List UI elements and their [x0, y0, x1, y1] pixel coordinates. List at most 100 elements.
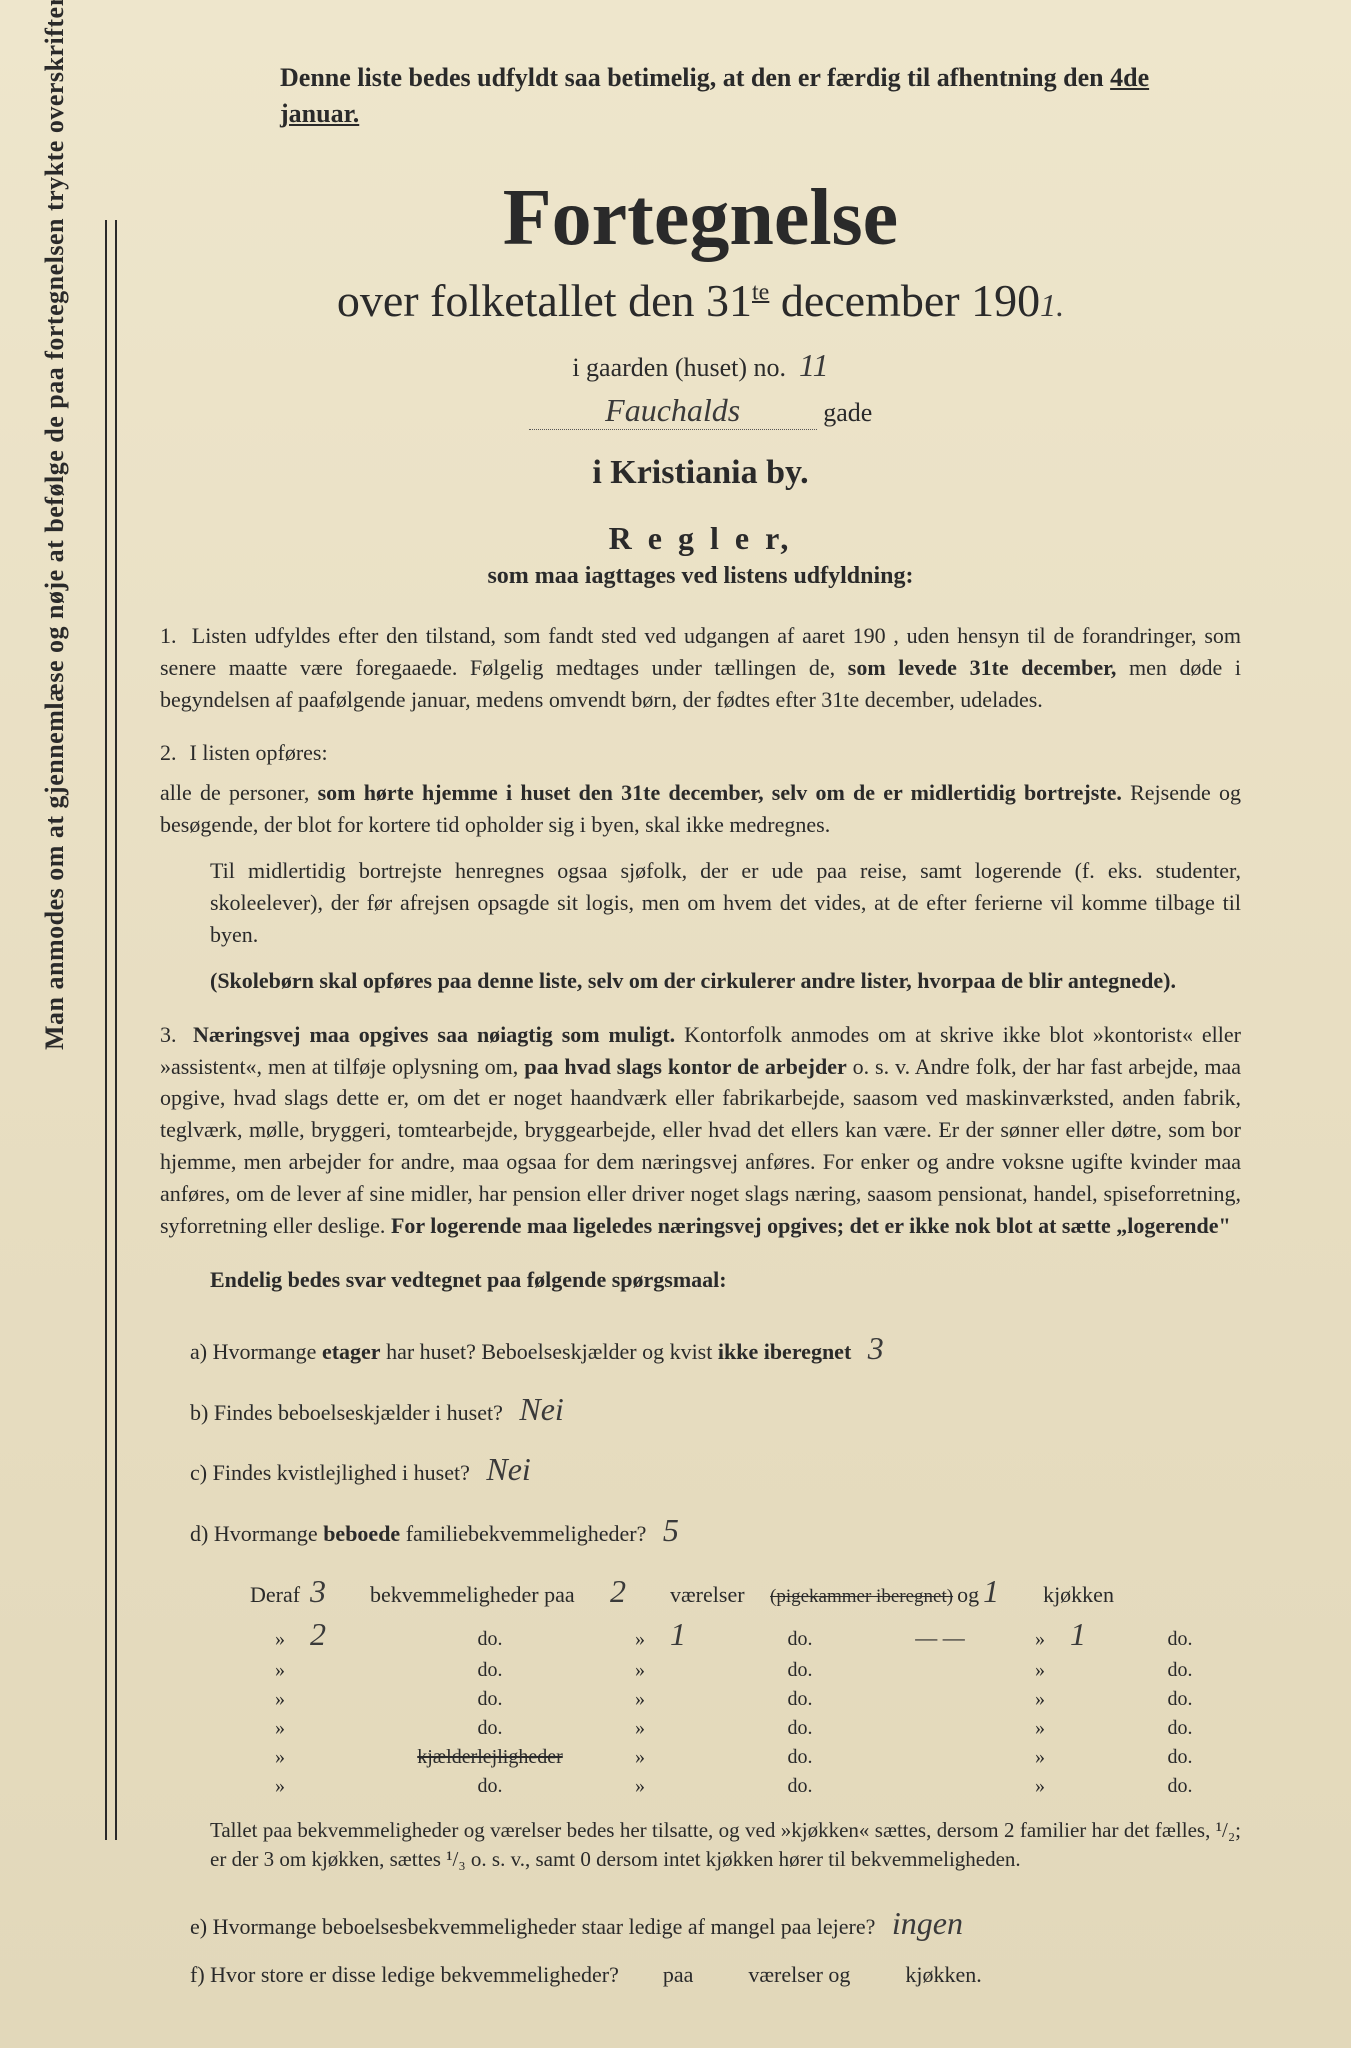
rule-1-bold: som levede 31te december, [848, 655, 1117, 680]
r2-do2: do. [730, 1628, 870, 1651]
questions-block: a) Hvormange etager har huset? Beboelses… [160, 1318, 1241, 1561]
dwelling-table: Deraf 3 bekvemmeligheder paa 2 værelser … [160, 1573, 1241, 1798]
rule-1: 1. Listen udfyldes efter den tilstand, s… [160, 620, 1241, 716]
question-e: e) Hvormange beboelsesbekvemmeligheder s… [190, 1893, 1241, 1954]
qd-t2: familiebekvemmeligheder? [400, 1521, 646, 1546]
qa-t1: Hvormange [213, 1339, 322, 1364]
th-col3: 1 [983, 1573, 1043, 1610]
rule-2-intro: I listen opføres: [190, 740, 328, 765]
qa-hand: 3 [868, 1330, 884, 1366]
street-line: Fauchalds gade [160, 392, 1241, 430]
r2-col3: 1 [1070, 1616, 1130, 1653]
subtitle-prefix: over folketallet den 31 [337, 275, 752, 326]
question-a: a) Hvormange etager har huset? Beboelses… [190, 1318, 1241, 1379]
subtitle: over folketallet den 31te december 1901. [160, 274, 1241, 327]
rule-3-bold2: paa hvad slags kontor de arbejder [524, 1054, 847, 1079]
qc-label: c) [190, 1460, 207, 1485]
house-prefix: i gaarden (huset) no. [572, 353, 786, 382]
question-d: d) Hvormange beboede familiebekvemmeligh… [190, 1500, 1241, 1561]
top-instruction: Denne liste bedes udfyldt saa betimelig,… [280, 60, 1201, 133]
table-row-6: » kjælderlejligheder » do. » do. [250, 1746, 1241, 1769]
question-c: c) Findes kvistlejlighed i huset? Nei [190, 1439, 1241, 1500]
rule-3: 3. Næringsvej maa opgives saa nøiagtig s… [160, 1019, 1241, 1242]
qe-hand: ingen [892, 1905, 963, 1941]
question-f: f) Hvor store er disse ledige bekvemmeli… [190, 1954, 1241, 1996]
th-deraf: Deraf [250, 1582, 310, 1608]
table-row-3: » do. » do. » do. [250, 1659, 1241, 1682]
subtitle-year-hand: 1. [1040, 287, 1064, 323]
r2-do1: do. [370, 1628, 610, 1651]
table-row-2: » 2 do. » 1 do. — — » 1 do. [250, 1616, 1241, 1653]
qc-text: Findes kvistlejlighed i huset? [213, 1460, 470, 1485]
vertical-rule-2 [115, 220, 117, 1840]
main-title: Fortegnelse [160, 173, 1241, 264]
vertical-rule-1 [105, 220, 107, 1840]
house-number-line: i gaarden (huset) no. 11 [160, 347, 1241, 384]
th-bekv: bekvemmeligheder paa [370, 1582, 610, 1608]
table-row-7: » do. » do. » do. [250, 1775, 1241, 1798]
vertical-margin-note: Man anmodes om at gjennemlæse og nøje at… [40, 0, 70, 1050]
top-note-prefix: Denne liste bedes udfyldt saa betimelig,… [280, 63, 1110, 92]
qf-label: f) [190, 1962, 205, 1987]
rule-3-num: 3. [160, 1019, 184, 1051]
r2-ditto1: » [250, 1628, 310, 1651]
qa-b2: ikke iberegnet [718, 1339, 851, 1364]
qd-label: d) [190, 1521, 208, 1546]
qb-text: Findes beboelseskjælder i huset? [214, 1400, 503, 1425]
rule-2a-text: alle de personer, [160, 780, 318, 805]
r2-col1: 2 [310, 1616, 370, 1653]
qb-label: b) [190, 1400, 208, 1425]
rule-3-bold3: For logerende maa ligeledes næringsvej o… [391, 1213, 1231, 1238]
rule-3-b: o. s. v. Andre folk, der har fast arbejd… [160, 1054, 1241, 1238]
table-row-5: » do. » do. » do. [250, 1717, 1241, 1740]
final-questions-title: Endelig bedes svar vedtegnet paa følgend… [210, 1264, 1241, 1296]
table-header-row: Deraf 3 bekvemmeligheder paa 2 værelser … [250, 1573, 1241, 1610]
city-line: i Kristiania by. [160, 454, 1241, 492]
rules-title: R e g l e r, [160, 520, 1241, 557]
footnote-1: Tallet paa bekvemmeligheder og værelser … [210, 1816, 1241, 1875]
qe-text: Hvormange beboelsesbekvemmeligheder staa… [213, 1914, 876, 1939]
qd-bold: beboede [323, 1521, 400, 1546]
question-b: b) Findes beboelseskjælder i huset? Nei [190, 1379, 1241, 1440]
table-row-4: » do. » do. » do. [250, 1688, 1241, 1711]
qd-hand: 5 [663, 1512, 679, 1548]
r2-dash: — — [870, 1625, 1010, 1651]
rules-subtitle: som maa iagttages ved listens udfyldning… [160, 563, 1241, 590]
house-no-hand: 11 [799, 347, 829, 383]
rule-2c: (Skolebørn skal opføres paa denne liste,… [210, 965, 1241, 997]
questions-ef: e) Hvormange beboelsesbekvemmeligheder s… [160, 1893, 1241, 1996]
th-og: og [953, 1582, 983, 1608]
qd-t1: Hvormange [214, 1521, 323, 1546]
street-suffix: gade [823, 398, 872, 427]
rule-2b: Til midlertidig bortrejste henregnes ogs… [210, 855, 1241, 951]
rule-2: 2. I listen opføres: alle de personer, s… [160, 737, 1241, 996]
r2-ditto3: » [1010, 1628, 1070, 1651]
street-hand: Fauchalds [529, 392, 817, 430]
th-paren: (pigekammer iberegnet) [770, 1586, 953, 1608]
subtitle-month: december 190 [769, 275, 1040, 326]
subtitle-sup: te [752, 279, 769, 305]
th-kjok: kjøkken [1043, 1582, 1143, 1608]
census-form-page: Man anmodes om at gjennemlæse og nøje at… [0, 0, 1351, 2048]
rule-3-bold1: Næringsvej maa opgives saa nøiagtig som … [193, 1022, 675, 1047]
qa-b1: etager [322, 1339, 381, 1364]
qc-hand: Nei [486, 1451, 530, 1487]
qf-text: Hvor store er disse ledige bekvemmelighe… [210, 1962, 619, 1987]
rule-2-num: 2. [160, 737, 184, 769]
qa-label: a) [190, 1339, 207, 1364]
rule-2a-bold: som hørte hjemme i huset den 31te decemb… [318, 780, 1122, 805]
th-col1: 3 [310, 1573, 370, 1610]
th-col2: 2 [610, 1573, 670, 1610]
rule-1-num: 1. [160, 620, 184, 652]
qf-paa: paa [663, 1962, 694, 1987]
qa-t2: har huset? Beboelseskjælder og kvist [381, 1339, 718, 1364]
qf-vaer: værelser og [748, 1962, 850, 1987]
th-vaer: værelser [670, 1582, 770, 1608]
qb-hand: Nei [519, 1391, 563, 1427]
r2-do3: do. [1130, 1628, 1230, 1651]
r2-col2: 1 [670, 1616, 730, 1653]
qf-kjok: kjøkken. [905, 1962, 981, 1987]
r2-ditto2: » [610, 1628, 670, 1651]
r6-kjælder: kjælderlejligheder [370, 1746, 610, 1769]
qe-label: e) [190, 1914, 207, 1939]
